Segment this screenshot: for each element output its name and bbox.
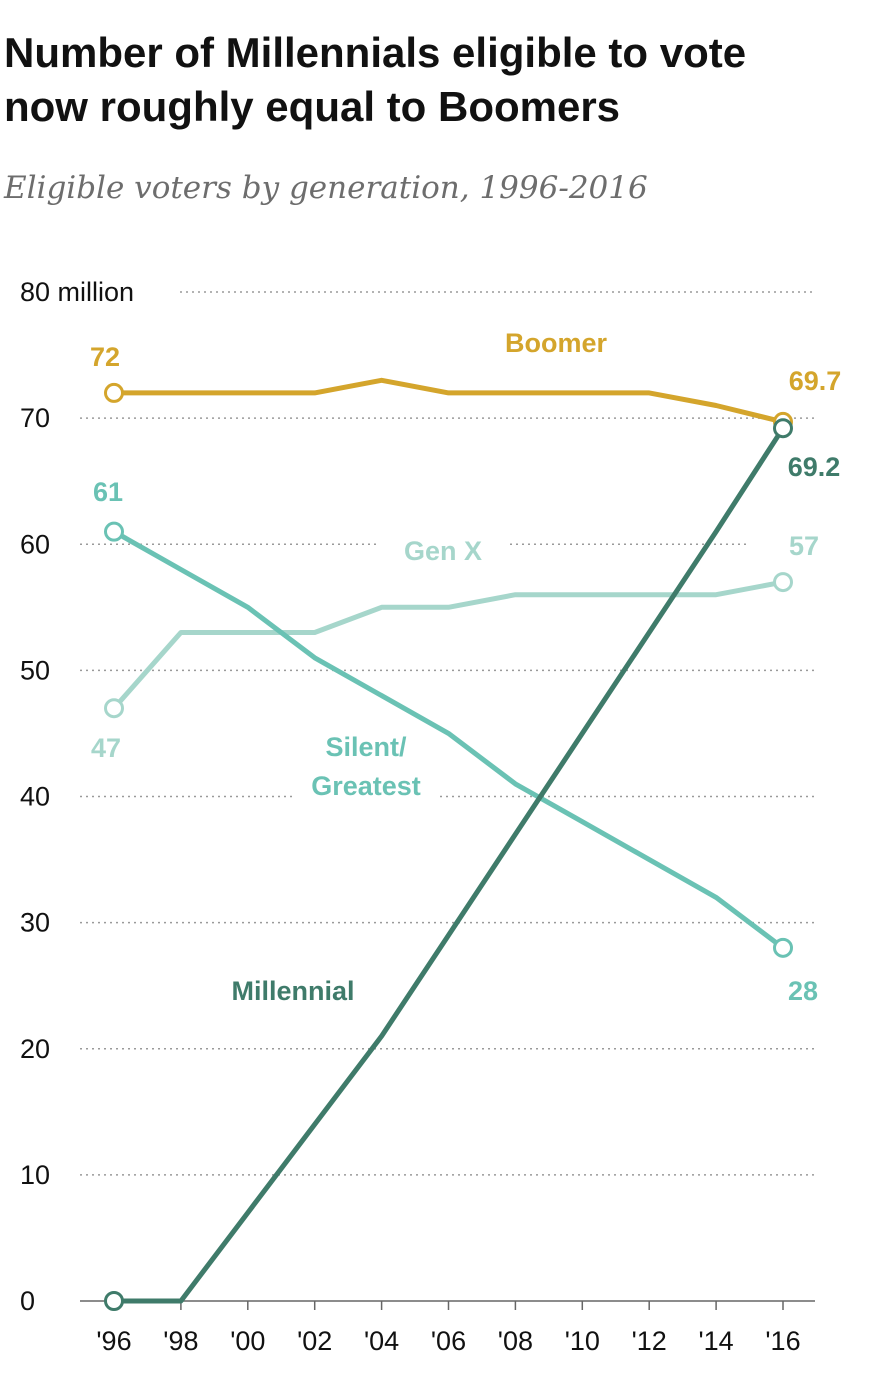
millennial-end-value-label: 69.2: [788, 452, 841, 482]
x-tick-label-2010: '10: [565, 1326, 600, 1356]
gen-x-series-name: Gen X: [404, 536, 482, 566]
x-tick-label-2014: '14: [699, 1326, 734, 1356]
y-tick-label-0: 0: [20, 1286, 35, 1316]
millennial-marker-2016: [773, 418, 793, 439]
millennial-line: [111, 425, 786, 1304]
gen-x-marker-1996: [104, 698, 124, 719]
y-tick-label-20: 20: [20, 1034, 50, 1064]
y-tick-label-80: 80 million: [20, 277, 134, 307]
x-tick-label-1998: '98: [163, 1326, 198, 1356]
y-tick-label-10: 10: [20, 1160, 50, 1190]
boomer-marker-1996: [104, 382, 124, 403]
silent-greatest-marker-2016: [773, 937, 793, 958]
silent-greatest-series-name-2: Greatest: [311, 771, 421, 801]
axes: 0 10 20 30 40 50 60 70 80 million '96 '98 '00 '02 '04…: [20, 277, 815, 1356]
gen-x-start-value-label: 47: [91, 733, 121, 763]
boomer-end-value-label: 69.7: [789, 366, 842, 396]
y-tick-label-40: 40: [20, 782, 50, 812]
chart-subtitle: Eligible voters by generation, 1996-2016: [4, 170, 648, 206]
x-tick-label-2004: '04: [364, 1326, 399, 1356]
silent-greatest-series-name-1: Silent/: [325, 732, 407, 762]
x-tick-label-2012: '12: [632, 1326, 667, 1356]
y-tick-label-50: 50: [20, 655, 50, 685]
y-tick-label-70: 70: [20, 403, 50, 433]
silent-greatest-marker-1996: [104, 521, 124, 542]
series-lines: [111, 377, 786, 1304]
silent-greatest-line: [111, 529, 786, 951]
silent-greatest-start-value-label: 61: [93, 477, 123, 507]
x-tick-label-1996: '96: [96, 1326, 131, 1356]
x-tick-label-2008: '08: [498, 1326, 533, 1356]
x-tick-label-2002: '02: [297, 1326, 332, 1356]
y-tick-label-60: 60: [20, 529, 50, 559]
boomer-series-name: Boomer: [505, 328, 608, 358]
chart-title: Number of Millennials eligible to vote n…: [4, 26, 864, 134]
series-markers: [104, 382, 793, 1311]
x-tick-label-2006: '06: [431, 1326, 466, 1356]
boomer-line: [111, 377, 786, 425]
gen-x-line: [111, 579, 786, 711]
gen-x-end-value-label: 57: [789, 531, 819, 561]
chart-title-line-2: now roughly equal to Boomers: [4, 83, 621, 130]
x-tick-label-2000: '00: [230, 1326, 265, 1356]
x-tick-label-2016: '16: [765, 1326, 800, 1356]
gen-x-marker-2016: [773, 572, 793, 593]
chart-title-line-1: Number of Millennials eligible to vote: [4, 29, 747, 76]
silent-greatest-end-value-label: 28: [788, 976, 818, 1006]
millennial-series-name: Millennial: [231, 976, 354, 1006]
millennial-marker-1996: [104, 1291, 124, 1311]
data-labels: 72 69.7 Boomer 47 57 Gen X 61 28 Silent/Greatest…: [90, 328, 841, 1006]
y-tick-label-30: 30: [20, 908, 50, 938]
boomer-start-value-label: 72: [90, 342, 120, 372]
